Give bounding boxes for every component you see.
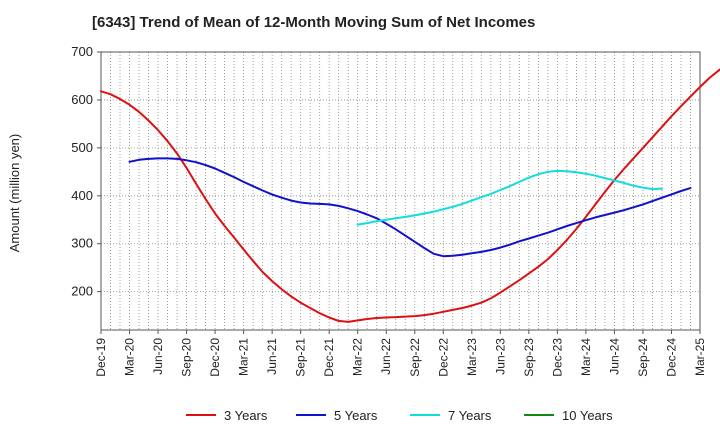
series-line-3-years <box>100 68 720 323</box>
x-tick-label: Jun-20 <box>151 338 165 375</box>
y-axis-label: Amount (million yen) <box>7 134 22 253</box>
legend-label: 7 Years <box>448 408 492 423</box>
legend-label: 5 Years <box>334 408 378 423</box>
series-line-7-years <box>356 169 663 226</box>
y-tick-label: 500 <box>71 140 93 155</box>
plot-area-frame <box>100 51 701 331</box>
chart-title: [6343] Trend of Mean of 12-Month Moving … <box>92 14 536 31</box>
x-axis: Dec-19 Mar-20 Jun-20 Sep-20 Dec-20 Mar-21 Jun-… <box>94 330 707 377</box>
legend-item: 5 Years <box>296 408 378 423</box>
legend: 3 Years 5 Years 7 Years 10 Years <box>186 408 613 423</box>
x-tick-label: Mar-25 <box>693 338 707 376</box>
x-tick-label: Mar-23 <box>465 338 479 376</box>
x-tick-label: Dec-21 <box>322 338 336 377</box>
y-tick-label: 700 <box>71 44 93 59</box>
x-tick-label: Mar-24 <box>579 338 593 376</box>
x-tick-label: Dec-24 <box>664 338 678 377</box>
x-tick-label: Dec-19 <box>94 338 108 377</box>
x-tick-label: Dec-23 <box>550 338 564 377</box>
x-tick-label: Sep-21 <box>294 338 308 377</box>
x-tick-label: Jun-22 <box>379 338 393 375</box>
grid-lines <box>101 51 700 330</box>
y-axis: 200 300 400 500 600 700 <box>71 44 101 299</box>
legend-item: 7 Years <box>410 408 492 423</box>
x-tick-label: Jun-21 <box>265 338 279 375</box>
x-tick-label: Dec-20 <box>208 338 222 377</box>
y-tick-label: 200 <box>71 284 93 299</box>
x-tick-label: Dec-22 <box>436 338 450 377</box>
x-tick-label: Jun-24 <box>607 338 621 375</box>
legend-item: 10 Years <box>524 408 613 423</box>
y-tick-label: 400 <box>71 188 93 203</box>
x-tick-label: Sep-24 <box>636 338 650 377</box>
x-tick-label: Mar-21 <box>237 338 251 376</box>
y-tick-label: 600 <box>71 92 93 107</box>
x-tick-label: Jun-23 <box>493 338 507 375</box>
legend-item: 3 Years <box>186 408 268 423</box>
x-tick-label: Sep-23 <box>522 338 536 377</box>
x-tick-label: Mar-22 <box>351 338 365 376</box>
series-line-5-years <box>128 157 692 258</box>
x-tick-label: Sep-22 <box>408 338 422 377</box>
legend-label: 3 Years <box>224 408 268 423</box>
x-tick-label: Mar-20 <box>123 338 137 376</box>
y-tick-label: 300 <box>71 236 93 251</box>
x-tick-label: Sep-20 <box>180 338 194 377</box>
legend-label: 10 Years <box>562 408 613 423</box>
series-lines <box>100 68 720 323</box>
